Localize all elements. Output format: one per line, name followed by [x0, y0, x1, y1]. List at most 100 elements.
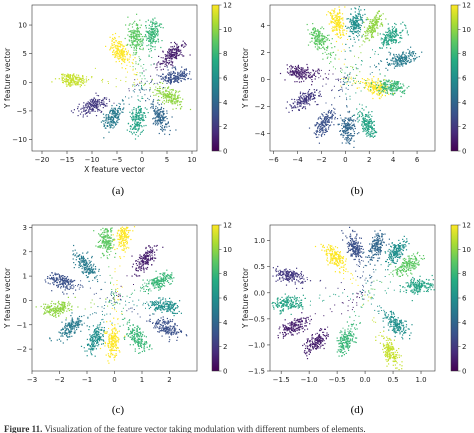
data-point	[152, 39, 155, 41]
data-point	[120, 41, 122, 43]
data-point	[303, 69, 305, 71]
data-point	[368, 39, 371, 41]
data-point	[361, 78, 363, 80]
data-point	[386, 58, 388, 60]
data-point	[112, 116, 114, 118]
y-tick-label: −2	[255, 103, 265, 111]
data-point	[178, 76, 180, 78]
data-point	[309, 104, 311, 106]
data-point	[299, 99, 301, 101]
data-point	[328, 53, 330, 55]
data-point	[163, 97, 165, 99]
data-point	[367, 78, 369, 80]
data-point	[345, 78, 347, 79]
data-point	[107, 258, 109, 260]
data-point	[134, 44, 136, 47]
data-point	[135, 52, 137, 54]
data-point	[383, 88, 385, 90]
data-point	[312, 34, 314, 36]
data-point	[395, 83, 397, 86]
data-point	[183, 72, 186, 75]
data-point	[377, 13, 379, 15]
data-point	[307, 96, 309, 98]
data-point	[334, 58, 336, 60]
data-point	[295, 67, 297, 69]
data-point	[103, 238, 105, 240]
data-point	[161, 121, 163, 124]
data-point	[359, 15, 361, 17]
data-point	[319, 38, 321, 40]
data-point	[371, 31, 373, 33]
data-point	[393, 83, 395, 85]
data-point	[404, 56, 406, 58]
data-point	[371, 91, 373, 93]
data-point	[170, 46, 172, 48]
data-point	[401, 30, 403, 32]
data-point	[344, 119, 346, 122]
data-point	[320, 75, 322, 77]
y-tick-label: −10	[12, 136, 27, 144]
data-point	[152, 21, 154, 23]
data-point	[69, 75, 71, 77]
data-point	[325, 130, 327, 132]
data-point	[356, 68, 358, 70]
data-point	[356, 108, 358, 110]
data-point	[115, 56, 117, 58]
data-point	[109, 244, 111, 246]
data-point	[362, 115, 364, 117]
data-point	[323, 112, 325, 113]
data-point	[130, 46, 133, 48]
data-point	[368, 83, 370, 85]
data-point	[363, 87, 365, 89]
data-point	[385, 87, 387, 89]
data-point	[182, 40, 184, 42]
data-point	[143, 125, 145, 127]
data-point	[145, 27, 147, 29]
y-tick-label: 10	[18, 22, 27, 30]
data-point	[171, 101, 174, 103]
data-point	[108, 242, 110, 244]
data-point	[319, 117, 322, 119]
data-point	[103, 244, 105, 246]
data-point	[101, 241, 103, 243]
data-point	[346, 129, 348, 131]
data-point	[327, 56, 329, 58]
data-point	[176, 47, 178, 49]
data-point	[390, 40, 392, 42]
data-point	[136, 114, 138, 116]
data-point	[178, 94, 180, 96]
data-point	[158, 132, 160, 135]
data-point	[101, 101, 103, 103]
data-point	[64, 74, 66, 76]
data-point	[158, 116, 160, 118]
data-point	[171, 48, 173, 50]
data-point	[149, 87, 151, 89]
data-point	[89, 106, 91, 108]
data-point	[359, 46, 361, 48]
data-point	[169, 75, 171, 77]
data-point	[380, 86, 382, 88]
data-point	[367, 124, 369, 126]
data-point	[157, 41, 160, 43]
data-point	[90, 108, 92, 110]
data-point	[82, 105, 85, 107]
data-point	[91, 77, 93, 79]
data-point	[357, 25, 359, 27]
data-point	[108, 241, 110, 243]
data-point	[108, 122, 110, 124]
data-point	[102, 103, 104, 105]
data-point	[325, 116, 328, 118]
data-point	[401, 63, 403, 65]
data-point	[357, 27, 359, 29]
data-point	[342, 84, 344, 86]
data-point	[314, 97, 316, 99]
data-point	[399, 61, 401, 63]
data-point	[173, 52, 175, 54]
data-point	[350, 117, 352, 119]
data-point	[114, 271, 116, 273]
data-point	[408, 85, 410, 88]
data-point	[371, 122, 373, 124]
data-point	[322, 38, 324, 40]
data-point	[354, 120, 357, 122]
data-point	[72, 84, 74, 86]
